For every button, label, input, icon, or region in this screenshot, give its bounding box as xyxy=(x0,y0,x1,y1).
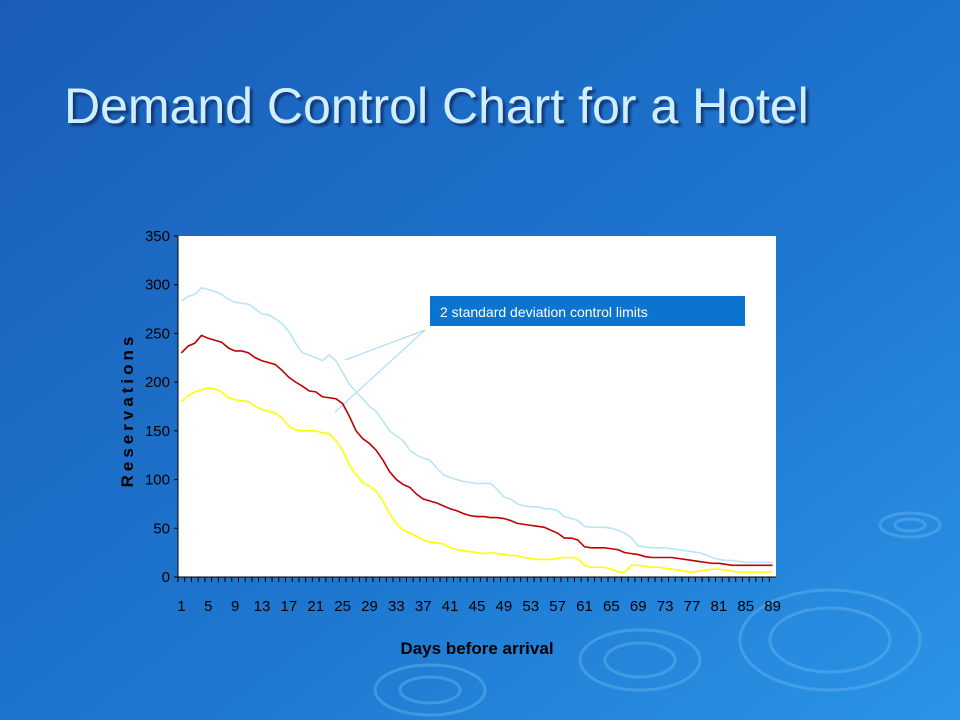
plot-area xyxy=(178,236,776,577)
x-tick-label: 53 xyxy=(522,598,539,615)
x-tick-label: 21 xyxy=(307,598,324,615)
y-tick-label: 100 xyxy=(145,472,170,489)
x-tick-label: 25 xyxy=(334,598,351,615)
x-tick-label: 1 xyxy=(177,598,185,615)
annotation-box xyxy=(430,296,745,326)
x-tick-label: 61 xyxy=(576,598,593,615)
y-tick-label: 200 xyxy=(145,374,170,391)
x-axis-label: Days before arrival xyxy=(400,639,553,658)
x-tick-label: 29 xyxy=(361,598,378,615)
x-tick-label: 33 xyxy=(388,598,405,615)
y-tick-label: 350 xyxy=(145,228,170,245)
y-tick-label: 250 xyxy=(145,325,170,342)
y-tick-label: 0 xyxy=(162,569,170,586)
callout-line xyxy=(344,329,426,361)
x-tick-label: 45 xyxy=(469,598,486,615)
x-tick-label: 73 xyxy=(657,598,674,615)
annotation: 2 standard deviation control limits xyxy=(440,304,648,320)
y-tick-label: 50 xyxy=(153,520,170,537)
series-line xyxy=(180,387,773,573)
x-tick-label: 13 xyxy=(254,598,271,615)
x-tick-label: 17 xyxy=(281,598,298,615)
x-tick-label: 89 xyxy=(764,598,781,615)
x-tick-label: 37 xyxy=(415,598,432,615)
y-axis-label: Reservations xyxy=(118,333,137,488)
x-tick-label: 49 xyxy=(496,598,513,615)
x-tick-label: 81 xyxy=(711,598,728,615)
y-tick-label: 150 xyxy=(145,423,170,440)
ripples xyxy=(373,511,942,717)
x-tick-label: 41 xyxy=(442,598,459,615)
x-tick-label: 85 xyxy=(737,598,754,615)
y-tick-label: 300 xyxy=(145,277,170,294)
x-tick-label: 77 xyxy=(684,598,701,615)
x-tick-label: 9 xyxy=(231,598,239,615)
series-line xyxy=(180,286,773,564)
slide-title: Demand Control Chart for a Hotel xyxy=(64,78,809,134)
x-tick-label: 57 xyxy=(549,598,566,615)
x-tick-label: 5 xyxy=(204,598,212,615)
x-tick-label: 69 xyxy=(630,598,647,615)
series-line xyxy=(180,334,773,567)
x-tick-label: 65 xyxy=(603,598,620,615)
callout-line xyxy=(334,329,426,413)
